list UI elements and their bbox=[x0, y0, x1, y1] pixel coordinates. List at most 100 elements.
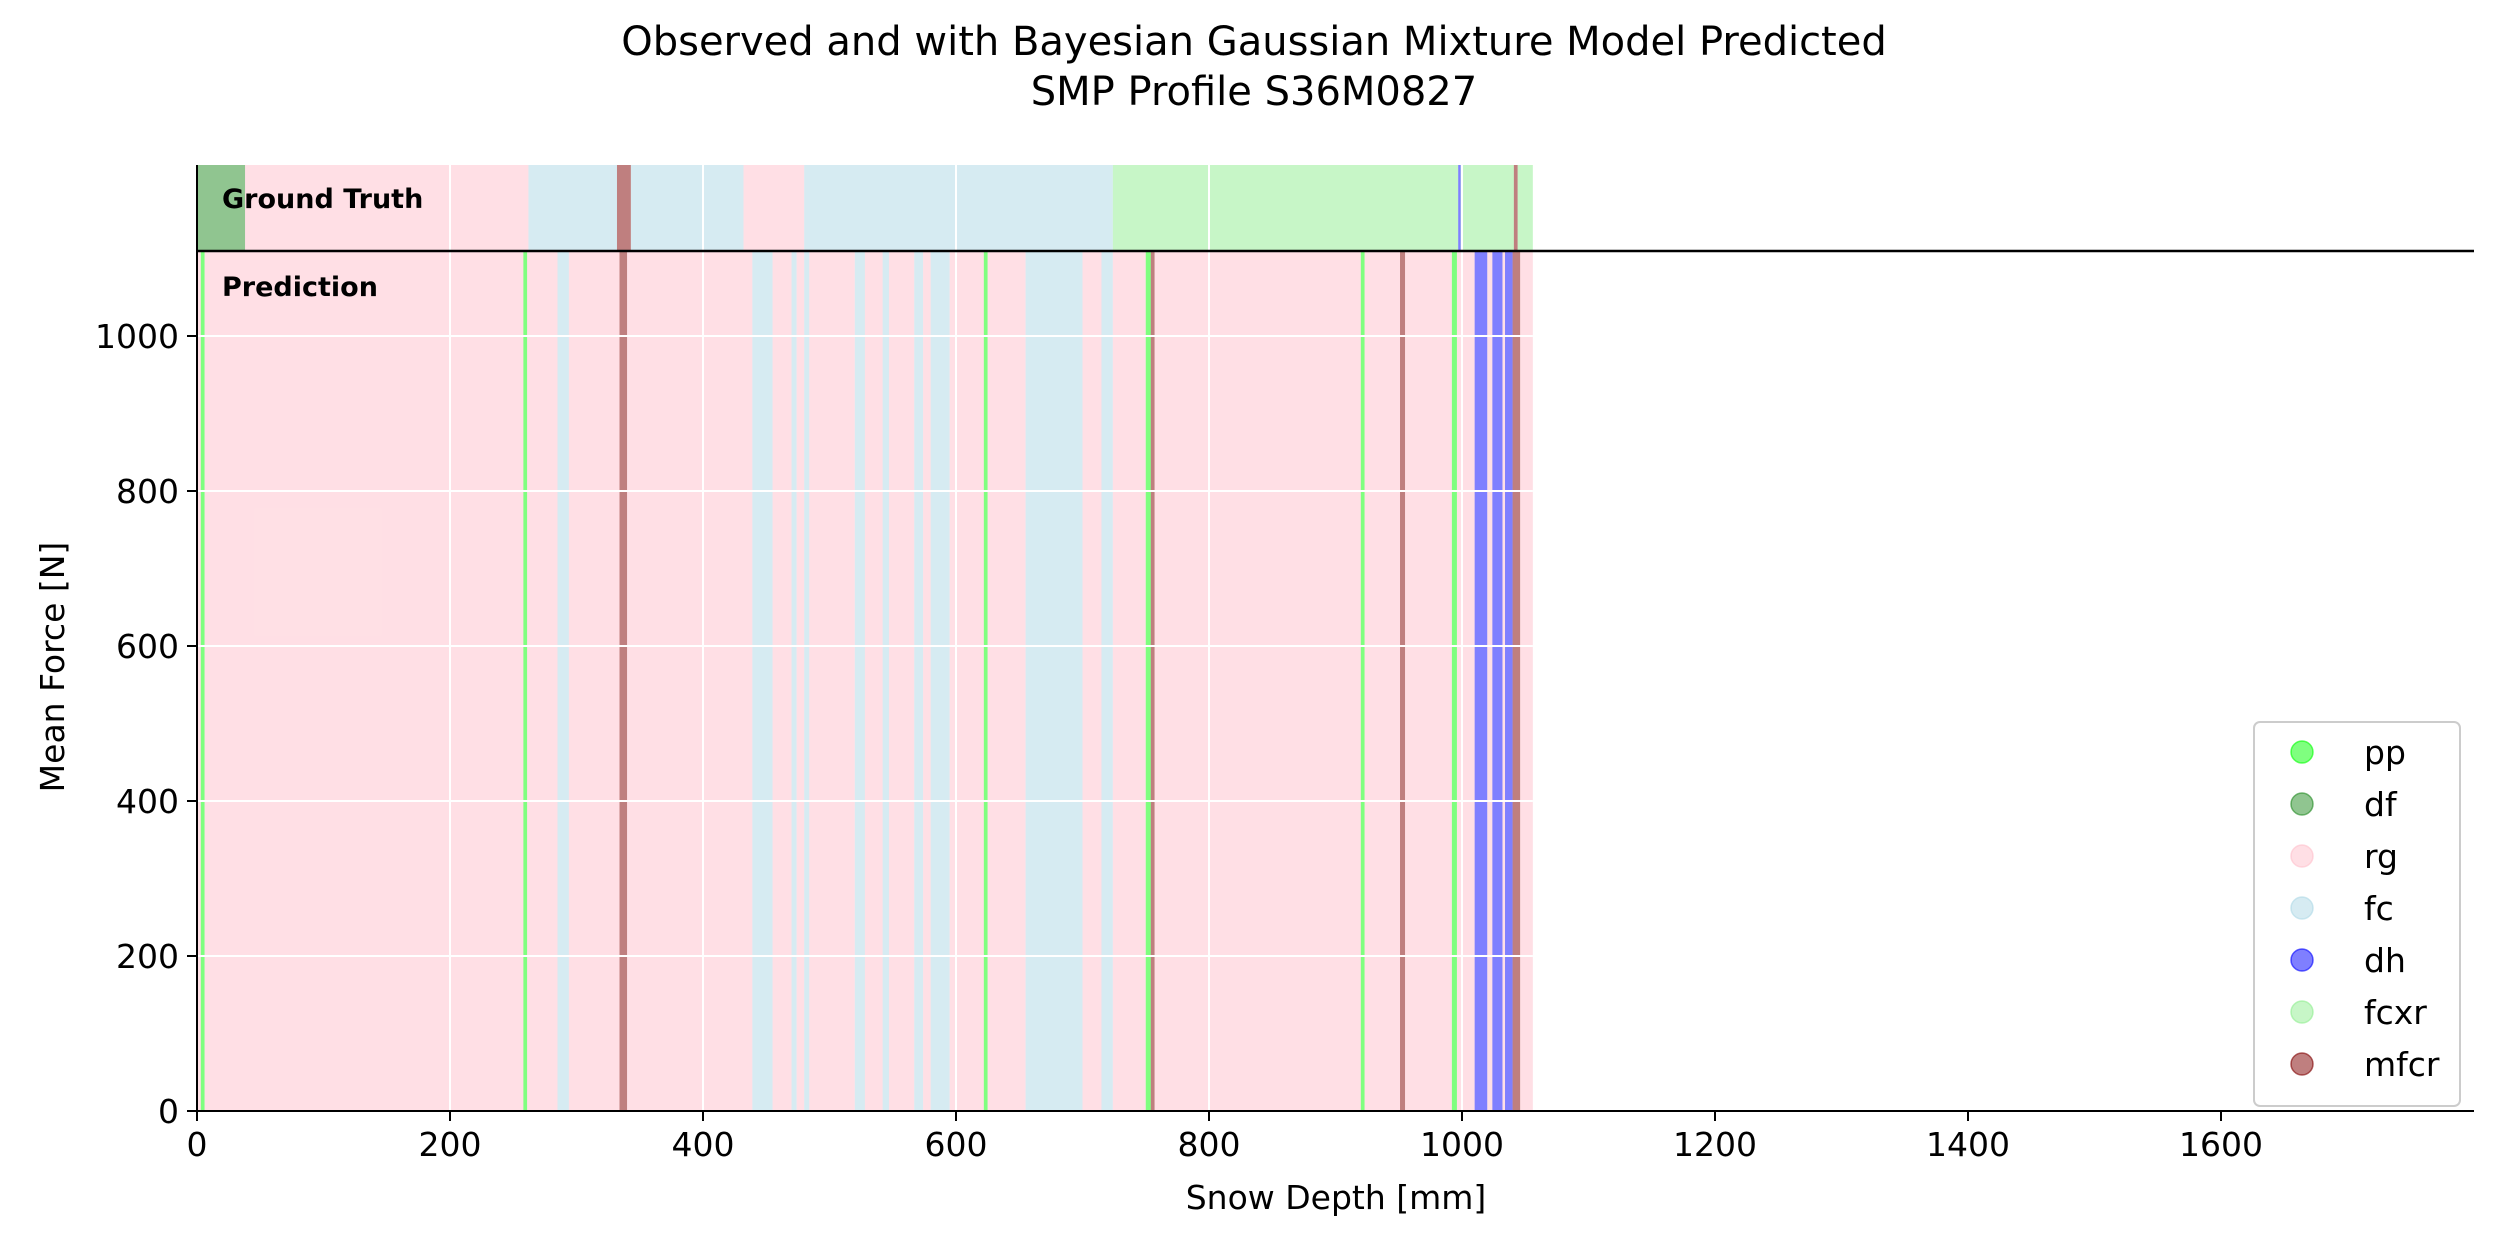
prediction-segment-rg bbox=[1405, 251, 1452, 1111]
ground-truth-segment-mfcr bbox=[1513, 165, 1518, 251]
x-tick-label: 0 bbox=[187, 1125, 208, 1164]
x-tick-label: 400 bbox=[672, 1125, 735, 1164]
prediction-segment-rg bbox=[772, 251, 792, 1111]
prediction-segment-rg bbox=[923, 251, 931, 1111]
prediction-segment-rg bbox=[987, 251, 1026, 1111]
prediction-segment-pp bbox=[200, 251, 205, 1111]
ground-truth-label: Ground Truth bbox=[222, 184, 423, 215]
prediction-segment-rg bbox=[1082, 251, 1102, 1111]
legend-marker-fc bbox=[2290, 896, 2314, 920]
legend-marker-df bbox=[2290, 792, 2314, 816]
prediction-segment-fc bbox=[804, 251, 810, 1111]
prediction-segment-rg bbox=[1502, 251, 1506, 1111]
legend-label-fc: fc bbox=[2364, 889, 2394, 928]
y-tick-label: 1000 bbox=[95, 317, 179, 356]
prediction-segment-pp bbox=[1360, 251, 1365, 1111]
x-tick-label: 800 bbox=[1178, 1125, 1241, 1164]
legend-label-df: df bbox=[2364, 785, 2398, 824]
ground-truth-segment-fc bbox=[804, 165, 1113, 251]
legend-marker-fcxr bbox=[2290, 1000, 2314, 1024]
prediction-segment-mfcr bbox=[1150, 251, 1155, 1111]
x-tick-label: 1000 bbox=[1420, 1125, 1504, 1164]
prediction-segment-rg bbox=[1520, 251, 1533, 1111]
prediction-segment-rg bbox=[204, 251, 524, 1111]
x-axis: 0 200 400 600 800 1000 1200 1400 1600 bbox=[187, 1111, 2263, 1164]
legend-label-fcxr: fcxr bbox=[2364, 993, 2427, 1032]
prediction-segment-mfcr bbox=[1400, 251, 1406, 1111]
prediction-segment-fc bbox=[854, 251, 865, 1111]
prediction-segment-pp bbox=[983, 251, 988, 1111]
y-axis: 0 200 400 600 800 1000 bbox=[95, 317, 197, 1131]
legend-marker-pp bbox=[2290, 740, 2314, 764]
legend-label-rg: rg bbox=[2364, 837, 2398, 876]
legend-label-mfcr: mfcr bbox=[2364, 1045, 2440, 1084]
prediction-segment-mfcr bbox=[619, 251, 628, 1111]
y-tick-label: 200 bbox=[116, 937, 179, 976]
prediction-segment-rg bbox=[1487, 251, 1493, 1111]
ground-truth-segment-fcxr bbox=[1112, 165, 1459, 251]
x-axis-label: Snow Depth [mm] bbox=[1186, 1178, 1487, 1217]
prediction-segment-fc bbox=[557, 251, 569, 1111]
ground-truth-segment-fcxr bbox=[1460, 165, 1514, 251]
prediction-segment-rg bbox=[864, 251, 883, 1111]
prediction-segment-rg bbox=[1364, 251, 1401, 1111]
prediction-segment-pp bbox=[523, 251, 528, 1111]
prediction-segment-fc bbox=[1101, 251, 1113, 1111]
prediction-segment-rg bbox=[796, 251, 805, 1111]
y-axis-label: Mean Force [N] bbox=[33, 542, 72, 793]
prediction-segment-dh bbox=[1492, 251, 1503, 1111]
legend: pp df rg fc dh fcxr mfcr bbox=[2253, 721, 2461, 1107]
prediction-segment-dh bbox=[1505, 251, 1513, 1111]
prediction-segment-dh bbox=[1474, 251, 1488, 1111]
y-tick-label: 600 bbox=[116, 627, 179, 666]
chart-subtitle: SMP Profile S36M0827 bbox=[1031, 69, 1477, 115]
x-tick-label: 600 bbox=[925, 1125, 988, 1164]
prediction-segment-rg bbox=[1112, 251, 1146, 1111]
prediction-segment-rg bbox=[1456, 251, 1475, 1111]
prediction-segment-fc bbox=[1025, 251, 1083, 1111]
prediction-segment-fc bbox=[882, 251, 889, 1111]
prediction-segment-rg bbox=[197, 251, 201, 1111]
ground-truth-segment-dh bbox=[1458, 165, 1461, 251]
y-tick-label: 800 bbox=[116, 472, 179, 511]
x-tick-label: 1200 bbox=[1673, 1125, 1757, 1164]
prediction-segment-rg bbox=[888, 251, 915, 1111]
prediction-segment-fc bbox=[914, 251, 924, 1111]
x-tick-label: 1400 bbox=[1926, 1125, 2010, 1164]
ground-truth-segment-df bbox=[197, 165, 246, 251]
ground-truth-segment-fc bbox=[630, 165, 744, 251]
ground-truth-segment-rg bbox=[743, 165, 805, 251]
chart-title: Observed and with Bayesian Gaussian Mixt… bbox=[621, 19, 1887, 65]
ground-truth-segment-rg bbox=[245, 165, 529, 251]
legend-marker-mfcr bbox=[2290, 1052, 2314, 1076]
legend-label-pp: pp bbox=[2364, 733, 2406, 772]
prediction-segment-rg bbox=[1154, 251, 1361, 1111]
x-tick-label: 200 bbox=[419, 1125, 482, 1164]
ground-truth-segment-fc bbox=[528, 165, 617, 251]
prediction-segment-mfcr bbox=[1512, 251, 1521, 1111]
legend-marker-rg bbox=[2290, 844, 2314, 868]
axes bbox=[196, 165, 2474, 1112]
prediction-segment-pp bbox=[1451, 251, 1457, 1111]
legend-label-dh: dh bbox=[2364, 941, 2406, 980]
legend-marker-dh bbox=[2290, 948, 2314, 972]
prediction-label: Prediction bbox=[222, 272, 378, 303]
prediction-segment-fc bbox=[752, 251, 773, 1111]
y-tick-label: 0 bbox=[158, 1092, 179, 1131]
y-tick-label: 400 bbox=[116, 782, 179, 821]
prediction-segment-rg bbox=[527, 251, 558, 1111]
grid bbox=[197, 165, 1533, 1111]
prediction-segment-rg bbox=[568, 251, 620, 1111]
ground-truth-segment-mfcr bbox=[616, 165, 631, 251]
x-tick-label: 1600 bbox=[2179, 1125, 2263, 1164]
prediction-segment-rg bbox=[809, 251, 855, 1111]
ground-truth-segment-fcxr bbox=[1517, 165, 1533, 251]
prediction-band bbox=[197, 251, 1533, 1111]
prediction-segment-rg bbox=[949, 251, 984, 1111]
ground-truth-band bbox=[197, 165, 1533, 251]
prediction-segment-fc bbox=[930, 251, 950, 1111]
prediction-segment-rg bbox=[627, 251, 753, 1111]
prediction-segment-fc bbox=[791, 251, 797, 1111]
